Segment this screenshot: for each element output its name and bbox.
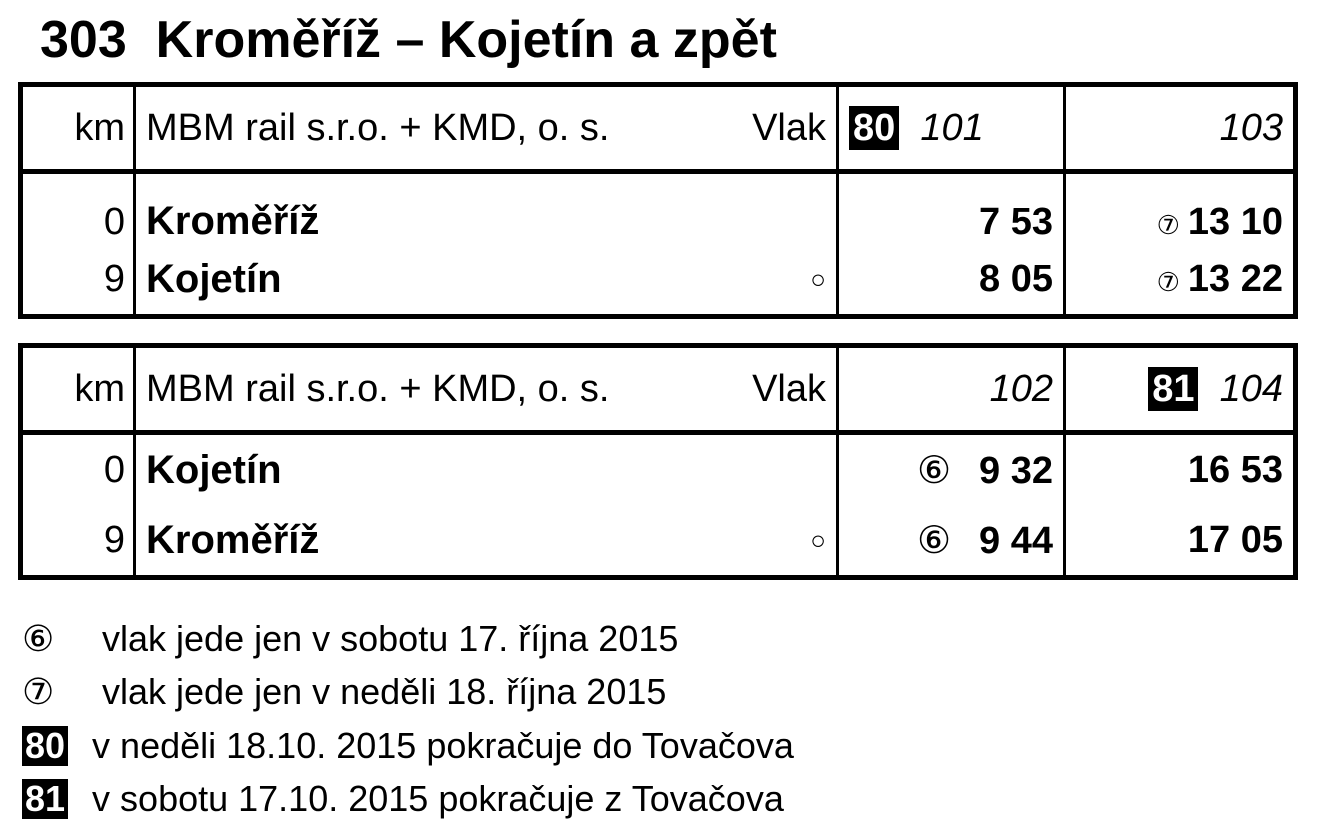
timetable-kojetin-kromeriz: km MBM rail s.r.o. + KMD, o. s. Vlak 102 …	[18, 343, 1298, 580]
train-label: Vlak	[752, 106, 826, 149]
legend-item: 80 v neděli 18.10. 2015 pokračuje do Tova…	[22, 719, 794, 773]
station-cell: Kojetín	[133, 432, 838, 505]
legend-text: vlak jede jen v neděli 18. října 2015	[102, 671, 667, 713]
km-value: 0	[103, 201, 125, 243]
legend-item: ⑥ vlak jede jen v sobotu 17. října 2015	[22, 612, 794, 666]
train-101-header: 80 101	[836, 84, 1065, 174]
train-number: 102	[989, 367, 1053, 410]
table-row: 9 Kroměříž ○ ⑥ 9 44 17 05	[21, 505, 1296, 578]
station-name: Kojetín	[146, 256, 282, 301]
operator-cell: MBM rail s.r.o. + KMD, o. s. Vlak	[133, 84, 838, 174]
km-value: 9	[103, 518, 125, 561]
station-cell: Kojetín ○	[133, 244, 838, 317]
train-number: 103	[1219, 106, 1283, 149]
note-badge: 80	[849, 106, 900, 150]
legend-text: vlak jede jen v sobotu 17. října 2015	[102, 617, 679, 659]
time-value: 9 44	[979, 519, 1053, 562]
time-cell: 8 05	[836, 244, 1065, 317]
time-value: 8 05	[979, 257, 1053, 300]
operator-label: MBM rail s.r.o. + KMD, o. s.	[146, 106, 610, 149]
station-cell: Kroměříž	[133, 171, 838, 244]
time-value: 17 05	[1187, 518, 1283, 561]
legend-item: ⑦ vlak jede jen v neděli 18. října 2015	[22, 666, 794, 720]
note-badge: 80	[22, 725, 69, 766]
saturday-icon: ⑥	[22, 617, 55, 659]
time-cell: 7 53	[836, 171, 1065, 244]
request-stop-icon: ○	[810, 524, 826, 555]
table-header: km MBM rail s.r.o. + KMD, o. s. Vlak 80 1…	[20, 84, 1296, 174]
station-name: Kojetín	[146, 447, 282, 492]
time-value: 9 32	[979, 449, 1053, 492]
table-row: 9 Kojetín ○ 8 05 ⑦ 13 22	[21, 244, 1296, 317]
legend-text: v sobotu 17.10. 2015 pokračuje z Tovačov…	[92, 778, 784, 820]
time-cell: ⑥ 9 32	[836, 432, 1065, 505]
time-value: 16 53	[1187, 448, 1283, 491]
sunday-icon: ⑦	[1156, 266, 1180, 297]
sunday-icon: ⑦	[22, 671, 55, 713]
note-badge: 81	[1148, 367, 1199, 411]
request-stop-icon: ○	[810, 263, 826, 294]
km-value: 9	[103, 257, 125, 300]
km-value: 0	[103, 448, 125, 491]
train-number: 104	[1219, 368, 1283, 410]
time-value: 7 53	[979, 201, 1053, 243]
table-row: 0 Kojetín ⑥ 9 32 16 53	[21, 432, 1296, 505]
legend: ⑥ vlak jede jen v sobotu 17. října 2015 ⑦…	[22, 612, 794, 826]
time-cell: 17 05	[1063, 505, 1296, 578]
time-cell: ⑦ 13 22	[1063, 244, 1296, 317]
table-row: 0 Kroměříž 7 53 ⑦ 13 10	[21, 171, 1296, 244]
time-cell: ⑦ 13 10	[1063, 171, 1296, 244]
table-header: km MBM rail s.r.o. + KMD, o. s. Vlak 102 …	[20, 345, 1296, 435]
station-name: Kroměříž	[146, 517, 320, 562]
train-103-header: 103	[1063, 84, 1296, 174]
timetable-kromeriz-kojetin: km MBM rail s.r.o. + KMD, o. s. Vlak 80 1…	[18, 82, 1298, 319]
train-102-header: 102	[836, 345, 1065, 435]
station-cell: Kroměříž ○	[133, 505, 838, 578]
note-badge: 81	[22, 779, 69, 820]
legend-item: 81 v sobotu 17.10. 2015 pokračuje z Tovač…	[22, 773, 794, 827]
train-number: 101	[920, 107, 984, 149]
page-title: 303 Kroměříž – Kojetín a zpět	[40, 11, 777, 69]
operator-label: MBM rail s.r.o. + KMD, o. s.	[146, 367, 610, 410]
saturday-icon: ⑥	[916, 519, 952, 562]
legend-text: v neděli 18.10. 2015 pokračuje do Tovačo…	[92, 724, 794, 766]
time-cell: ⑥ 9 44	[836, 505, 1065, 578]
time-value: 13 22	[1187, 257, 1283, 300]
train-104-header: 81 104	[1063, 345, 1296, 435]
saturday-icon: ⑥	[916, 449, 952, 492]
sunday-icon: ⑦	[1156, 210, 1180, 240]
km-header: km	[20, 345, 135, 435]
km-header: km	[20, 84, 135, 174]
train-label: Vlak	[752, 367, 826, 410]
time-cell: 16 53	[1063, 432, 1296, 505]
operator-cell: MBM rail s.r.o. + KMD, o. s. Vlak	[133, 345, 838, 435]
station-name: Kroměříž	[146, 199, 320, 243]
time-value: 13 10	[1187, 201, 1283, 243]
